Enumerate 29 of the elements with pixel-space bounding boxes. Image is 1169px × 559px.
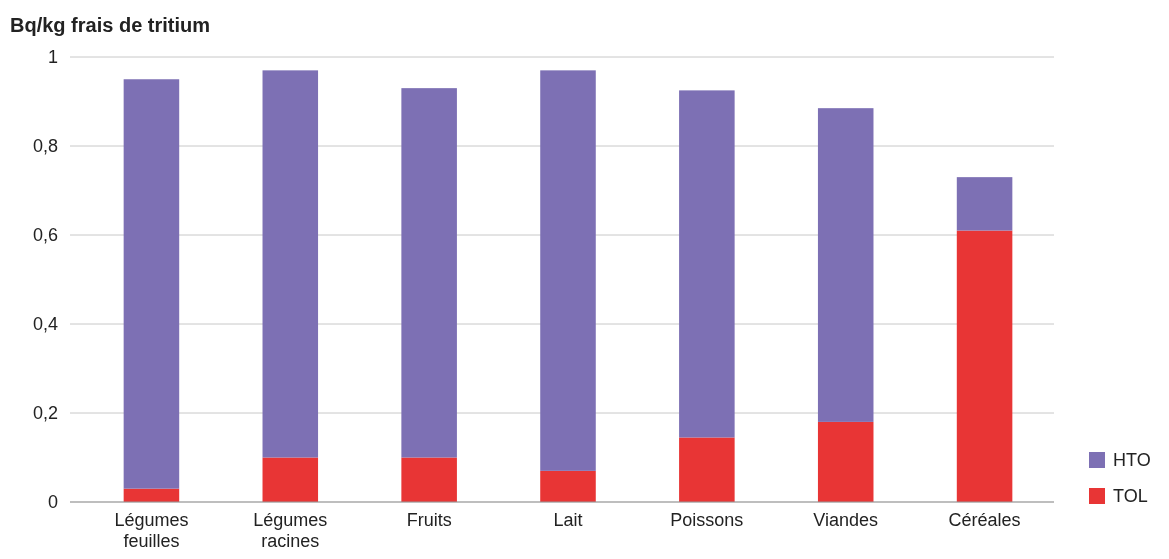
bar bbox=[679, 437, 735, 502]
x-tick-label: Légumes racines bbox=[253, 510, 328, 551]
legend-label: TOL bbox=[1113, 486, 1148, 507]
bar bbox=[401, 88, 457, 458]
x-tick-label: Céréales bbox=[948, 510, 1021, 530]
bar bbox=[956, 177, 1013, 231]
bar bbox=[679, 90, 735, 438]
legend-label: HTO bbox=[1113, 450, 1151, 471]
bar bbox=[262, 457, 319, 502]
y-axis-title: Bq/kg frais de tritium bbox=[10, 14, 211, 36]
bar bbox=[540, 470, 596, 502]
y-tick-label: 0,4 bbox=[32, 314, 58, 335]
y-tick-label: 1 bbox=[47, 47, 58, 68]
bar bbox=[123, 79, 180, 489]
x-tick-label: Poissons bbox=[670, 510, 744, 530]
y-tick-label: 0,6 bbox=[32, 225, 58, 246]
x-tick-label: Lait bbox=[553, 510, 583, 530]
bar bbox=[817, 108, 874, 422]
bar bbox=[262, 70, 319, 458]
x-tick-label: Légumes feuilles bbox=[114, 510, 189, 551]
bar bbox=[401, 457, 457, 502]
x-tick-label: Fruits bbox=[406, 510, 452, 530]
bar bbox=[956, 230, 1013, 502]
bar bbox=[817, 421, 874, 502]
y-tick-label: 0 bbox=[47, 492, 58, 513]
bar bbox=[540, 70, 596, 471]
y-tick-label: 0,2 bbox=[32, 403, 58, 424]
y-tick-label: 0,8 bbox=[32, 136, 58, 157]
x-tick-label: Viandes bbox=[813, 510, 879, 530]
